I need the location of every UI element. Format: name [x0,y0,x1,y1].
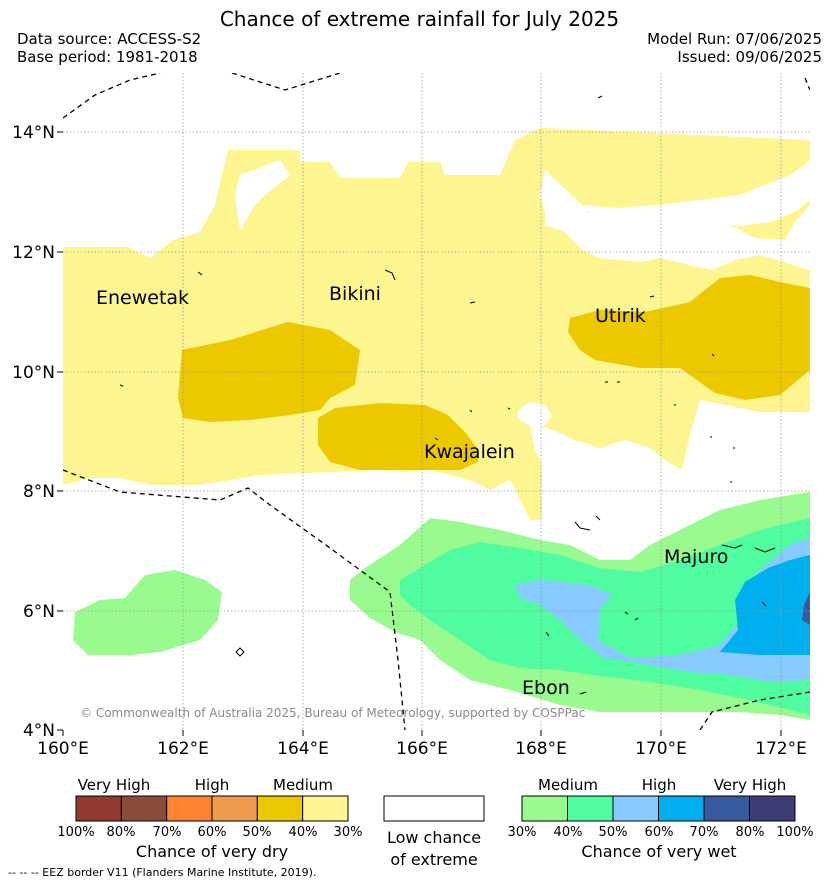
wet-tick: 40% [554,825,583,840]
wet-swatch [521,795,568,822]
wet-categories: Medium High Very High [538,776,786,794]
dry-swatch [166,795,213,822]
low-chance-swatch [383,795,485,822]
lat-label: 6°N [23,602,55,622]
dry-ticks: 100% 80% 70% 60% 50% 40% 30% [57,825,362,840]
wet-swatch [658,795,705,822]
wet-swatch [703,795,750,822]
lat-label: 12°N [12,243,55,263]
dry-swatch [302,795,349,822]
wet-medium-light-region-west [73,570,222,655]
low-chance-label-line1: Low chance [386,828,482,847]
lon-label: 162°E [157,739,209,759]
dry-tick: 40% [289,825,318,840]
axis-ticks [57,131,782,736]
dry-swatch [120,795,168,822]
chart-title: Chance of extreme rainfall for July 2025 [219,7,620,31]
lat-label: 10°N [12,363,55,383]
dry-swatch [256,795,304,822]
copyright-credit: © Commonwealth of Australia 2025, Bureau… [80,706,586,720]
base-period: Base period: 1981-2018 [17,48,198,66]
dry-category-medium: Medium [273,776,333,794]
grid-lines [63,73,810,730]
dry-medium-dark-region-east [568,275,810,400]
wet-tick: 70% [690,825,719,840]
colorbar-wet [521,795,796,822]
wet-tick: 30% [508,825,537,840]
wet-category-medium: Medium [538,776,598,794]
dry-medium-dark-region-west [178,322,360,422]
dry-tick: 100% [57,825,94,840]
lat-label: 14°N [12,123,55,143]
data-source: Data source: ACCESS-S2 [17,30,202,48]
lon-label: 170°E [635,739,687,759]
lat-label: 4°N [23,721,55,741]
wet-very-high-region [802,592,810,625]
wet-category-high: High [642,776,676,794]
wet-medium-dark-patch [660,600,692,625]
model-run: Model Run: 07/06/2025 [647,30,822,48]
white-hole-kwaj [518,402,552,425]
dry-tick: 60% [198,825,227,840]
dry-swatch [211,795,258,822]
dry-medium-light-region [63,128,810,520]
dry-category-high: High [195,776,229,794]
eez-note: -- -- -- EEZ border V11 (Flanders Marine… [8,866,317,879]
wet-swatch [612,795,659,822]
dry-categories: Very High High Medium [78,776,333,794]
map-area [63,73,810,730]
wet-legend-title: Chance of very wet [581,842,736,861]
lon-labels: 160°E 162°E 164°E 166°E 168°E 170°E 172°… [37,739,807,759]
white-hole-west [235,160,290,230]
dry-medium-dark-region-kwaj [318,403,478,470]
wet-tick: 100% [776,825,813,840]
place-label-enewetak: Enewetak [96,287,189,309]
dry-legend-title: Chance of very dry [136,842,288,861]
wet-ticks: 30% 40% 50% 60% 70% 80% 100% [508,825,814,840]
dry-tick: 30% [334,825,363,840]
dry-category-very-high: Very High [78,776,151,794]
place-label-bikini: Bikini [329,283,381,305]
lon-label: 166°E [396,739,448,759]
wet-swatch [567,795,614,822]
eez-border [63,73,810,730]
islands [119,95,776,695]
dry-tick: 70% [153,825,182,840]
issued-date: Issued: 09/06/2025 [677,48,822,66]
lat-labels: 4°N 6°N 8°N 10°N 12°N 14°N [12,123,55,741]
place-label-ebon: Ebon [522,677,570,699]
place-labels: Enewetak Bikini Utirik Kwajalein Majuro … [96,283,728,699]
place-label-kwajalein: Kwajalein [424,441,515,463]
place-label-majuro: Majuro [664,546,728,568]
low-chance-label-line2: of extreme [390,850,478,869]
white-hole-north [540,160,810,226]
wet-tick: 60% [645,825,674,840]
dry-tick: 50% [243,825,272,840]
lon-label: 164°E [277,739,329,759]
place-label-utirik: Utirik [595,305,646,327]
lon-label: 172°E [755,739,807,759]
dry-tick: 80% [107,825,136,840]
wet-tick: 80% [736,825,765,840]
dry-swatch [75,795,122,822]
wet-category-very-high: Very High [714,776,787,794]
lon-label: 160°E [37,739,89,759]
lon-label: 168°E [515,739,567,759]
wet-swatch [749,795,796,822]
colorbar-dry [75,795,349,822]
wet-tick: 50% [599,825,628,840]
lat-label: 8°N [23,482,55,502]
